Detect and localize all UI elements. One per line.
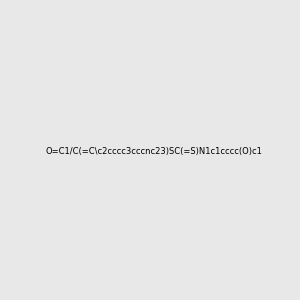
Text: O=C1/C(=C\c2cccc3cccnc23)SC(=S)N1c1cccc(O)c1: O=C1/C(=C\c2cccc3cccnc23)SC(=S)N1c1cccc(… — [45, 147, 262, 156]
